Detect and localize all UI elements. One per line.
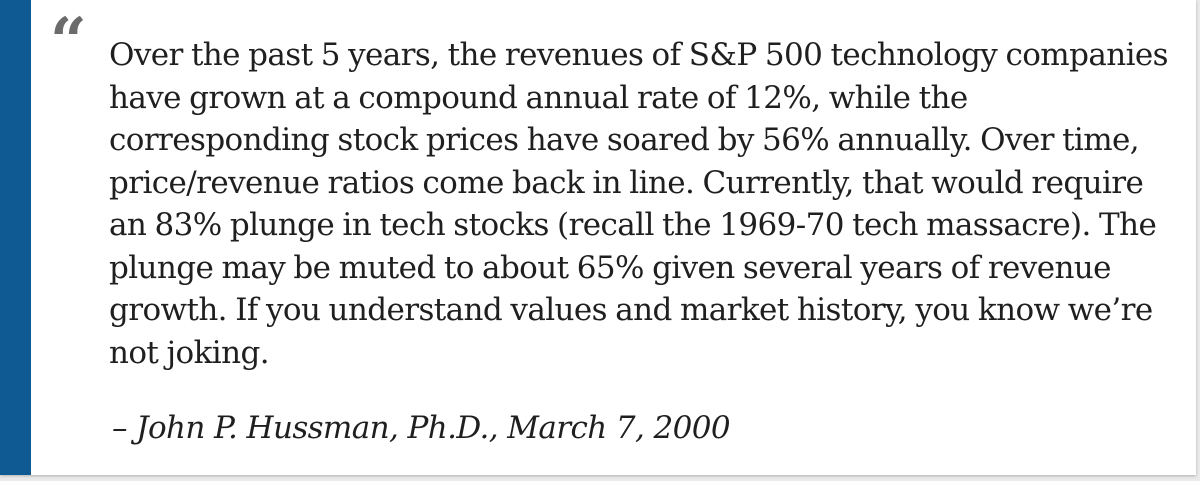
quote-text: Over the past 5 years, the revenues of S… [109, 37, 1169, 371]
quote-attribution: – John P. Hussman, Ph.D., March 7, 2000 [112, 410, 731, 446]
quote-mark-icon: “ [50, 4, 87, 79]
accent-bar [0, 0, 31, 475]
